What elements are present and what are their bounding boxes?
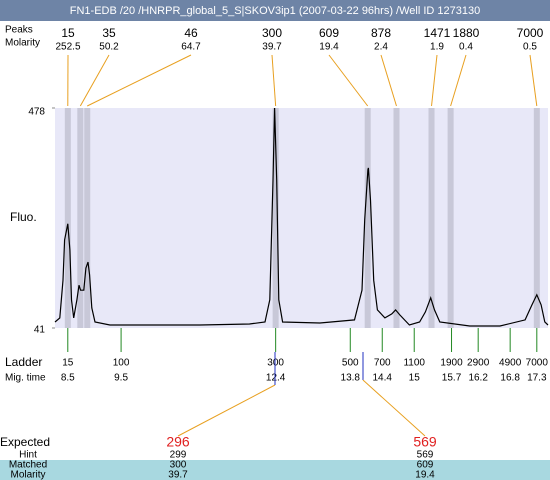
row-label: Matched: [9, 460, 47, 471]
peak-connector: [431, 54, 438, 107]
row-label: Hint: [19, 450, 37, 461]
peak-band: [84, 108, 91, 328]
peak-band: [447, 108, 454, 328]
ladder-time: 13.8: [341, 373, 361, 384]
ladder-time: 15.7: [442, 373, 462, 384]
row-value: 19.4: [415, 470, 435, 480]
peak-size: 609: [319, 26, 339, 40]
ladder-size: 500: [342, 358, 359, 369]
row-value: 609: [417, 460, 434, 471]
row-value: 569: [413, 434, 437, 450]
peak-connector: [79, 54, 110, 107]
y-tick-label: 478: [28, 107, 45, 118]
ladder-size: 300: [267, 358, 284, 369]
peak-connector: [529, 54, 538, 107]
peak-band: [77, 108, 84, 328]
peak-connector: [450, 54, 467, 107]
peak-size: 1880: [453, 26, 480, 40]
ladder-size: 1900: [440, 358, 463, 369]
peak-band: [272, 108, 279, 328]
result-connector: [362, 379, 426, 437]
mig-time-label: Mig. time: [5, 373, 46, 384]
ladder-size: 1100: [403, 358, 425, 369]
ladder-size: 700: [374, 358, 391, 369]
row-value: 300: [170, 460, 187, 471]
ladder-label: Ladder: [5, 355, 42, 369]
row-value: 296: [166, 434, 190, 450]
ladder-size: 100: [113, 358, 130, 369]
ladder-time: 15: [409, 373, 421, 384]
ladder-time: 12.4: [266, 373, 286, 384]
peak-molarity: 0.5: [523, 42, 537, 53]
peak-molarity: 2.4: [374, 42, 388, 53]
peaks-label: Peaks: [5, 25, 33, 36]
peak-size: 300: [262, 26, 282, 40]
peak-molarity: 0.4: [459, 42, 473, 53]
peak-molarity: 1.9: [430, 42, 444, 53]
peak-molarity: 39.7: [262, 42, 282, 53]
ladder-time: 17.3: [527, 373, 547, 384]
row-value: 299: [170, 450, 187, 461]
ladder-time: 14.4: [373, 373, 393, 384]
title-bar: [0, 0, 550, 21]
peak-band: [533, 108, 540, 328]
peak-molarity: 64.7: [181, 42, 201, 53]
peak-molarity: 50.2: [99, 42, 119, 53]
ladder-size: 2900: [467, 358, 490, 369]
ladder-size: 15: [62, 358, 74, 369]
row-label: Expected: [0, 435, 50, 449]
peak-molarity: 252.5: [55, 42, 80, 53]
peak-connector: [328, 54, 369, 107]
ladder-time: 8.5: [61, 373, 75, 384]
trace: [54, 107, 549, 327]
row-value: 569: [417, 450, 434, 461]
peak-band: [393, 108, 400, 328]
peak-connector: [271, 54, 277, 107]
ladder-size: 7000: [526, 358, 549, 369]
ladder-size: 4900: [499, 358, 522, 369]
ladder-time: 9.5: [114, 373, 128, 384]
peak-band: [428, 108, 435, 328]
plot-area: [55, 108, 548, 328]
y-axis-label: Fluo.: [10, 210, 37, 224]
peak-band: [364, 108, 371, 328]
y-tick-label: 41: [34, 325, 46, 336]
peak-band: [64, 108, 71, 328]
title: FN1-EDB /20 /HNRPR_global_5_S|SKOV3ip1 (…: [70, 5, 480, 17]
ladder-time: 16.2: [468, 373, 488, 384]
result-connector: [177, 384, 276, 437]
peak-size: 878: [371, 26, 391, 40]
peak-molarity: 19.4: [319, 42, 339, 53]
row-label: Molarity: [10, 470, 45, 480]
peak-size: 7000: [517, 26, 544, 40]
peak-size: 15: [61, 26, 75, 40]
row-value: 39.7: [168, 470, 188, 480]
ladder-time: 16.8: [500, 373, 520, 384]
peak-connector: [380, 54, 397, 107]
molarity-label: Molarity: [5, 38, 40, 49]
peak-size: 35: [102, 26, 116, 40]
peak-size: 46: [184, 26, 198, 40]
peak-size: 1471: [424, 26, 451, 40]
matched-band: [0, 460, 550, 480]
peak-connector: [87, 54, 192, 107]
